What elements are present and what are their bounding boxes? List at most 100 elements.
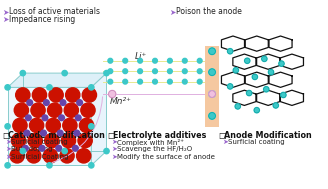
Circle shape <box>281 92 286 98</box>
Circle shape <box>56 145 62 151</box>
Circle shape <box>79 118 94 132</box>
Circle shape <box>78 133 92 148</box>
Circle shape <box>72 145 78 151</box>
Circle shape <box>61 133 75 148</box>
Text: Poison the anode: Poison the anode <box>176 8 242 16</box>
Circle shape <box>5 124 10 129</box>
Bar <box>205 46 219 127</box>
Text: Mn²⁺: Mn²⁺ <box>109 97 131 106</box>
Text: Electrolyte additives: Electrolyte additives <box>113 131 207 140</box>
Circle shape <box>227 84 233 89</box>
Polygon shape <box>269 72 292 87</box>
Circle shape <box>153 58 157 63</box>
Circle shape <box>26 115 31 121</box>
Circle shape <box>197 69 202 74</box>
Text: ➤: ➤ <box>222 139 228 145</box>
Circle shape <box>62 70 67 76</box>
Circle shape <box>254 108 259 113</box>
Circle shape <box>14 103 29 117</box>
Circle shape <box>264 87 269 92</box>
Circle shape <box>64 103 78 117</box>
Circle shape <box>104 70 109 76</box>
Circle shape <box>89 85 94 90</box>
Circle shape <box>27 149 41 163</box>
Circle shape <box>49 88 63 102</box>
Circle shape <box>23 145 28 151</box>
Circle shape <box>27 100 32 105</box>
Circle shape <box>268 70 274 75</box>
Circle shape <box>47 85 52 90</box>
Circle shape <box>62 148 67 154</box>
Circle shape <box>168 79 172 84</box>
Circle shape <box>11 133 26 148</box>
Circle shape <box>75 115 81 121</box>
Circle shape <box>182 79 187 84</box>
Text: Surficial coating: Surficial coating <box>228 139 285 145</box>
Polygon shape <box>280 90 303 105</box>
Circle shape <box>89 163 94 168</box>
Circle shape <box>30 118 44 132</box>
Circle shape <box>168 58 172 63</box>
Circle shape <box>108 69 113 74</box>
Text: ➤: ➤ <box>111 146 117 152</box>
Text: ➤: ➤ <box>111 139 117 145</box>
Circle shape <box>39 145 45 151</box>
Text: □: □ <box>108 131 115 140</box>
Polygon shape <box>256 90 280 105</box>
Text: Cathode modification: Cathode modification <box>8 131 105 140</box>
Circle shape <box>197 79 202 84</box>
Circle shape <box>123 79 128 84</box>
Circle shape <box>279 61 284 66</box>
Circle shape <box>24 130 30 136</box>
Circle shape <box>123 69 128 74</box>
Circle shape <box>20 70 26 76</box>
Circle shape <box>168 69 172 74</box>
Circle shape <box>74 130 80 136</box>
Text: Surficial coating: Surficial coating <box>11 139 68 145</box>
Text: □: □ <box>219 131 226 140</box>
Text: ➤: ➤ <box>111 154 117 160</box>
Text: Anode Modification: Anode Modification <box>224 131 312 140</box>
Circle shape <box>76 149 91 163</box>
Circle shape <box>32 88 47 102</box>
Circle shape <box>10 149 24 163</box>
Circle shape <box>60 149 74 163</box>
Circle shape <box>31 103 45 117</box>
Circle shape <box>209 69 215 75</box>
Circle shape <box>182 69 187 74</box>
Circle shape <box>209 91 215 97</box>
Circle shape <box>48 103 62 117</box>
Circle shape <box>57 130 63 136</box>
Text: ➤: ➤ <box>2 15 8 24</box>
Text: ➤: ➤ <box>169 8 175 16</box>
Circle shape <box>77 100 83 105</box>
Text: Impedance rising: Impedance rising <box>9 15 75 24</box>
Text: Loss of active materials: Loss of active materials <box>9 8 100 16</box>
Polygon shape <box>221 72 244 87</box>
Bar <box>8 87 91 165</box>
Circle shape <box>252 74 257 80</box>
Polygon shape <box>221 36 244 51</box>
Text: ➤: ➤ <box>6 154 11 160</box>
Circle shape <box>209 91 215 97</box>
Circle shape <box>235 104 240 109</box>
Polygon shape <box>256 54 280 69</box>
Circle shape <box>47 163 52 168</box>
Circle shape <box>82 88 96 102</box>
Circle shape <box>209 113 215 119</box>
Circle shape <box>63 118 77 132</box>
Circle shape <box>153 79 157 84</box>
Circle shape <box>123 58 128 63</box>
Text: Scavenge the HF/H₂O: Scavenge the HF/H₂O <box>117 146 192 152</box>
Circle shape <box>138 79 142 84</box>
Text: Surficial Coating: Surficial Coating <box>11 154 69 160</box>
Polygon shape <box>91 73 107 165</box>
Circle shape <box>246 90 252 96</box>
Circle shape <box>41 130 46 136</box>
Text: ➤: ➤ <box>2 8 8 16</box>
Circle shape <box>5 163 10 168</box>
Polygon shape <box>280 54 303 69</box>
Circle shape <box>209 48 215 55</box>
Circle shape <box>227 49 233 54</box>
Circle shape <box>108 58 113 63</box>
